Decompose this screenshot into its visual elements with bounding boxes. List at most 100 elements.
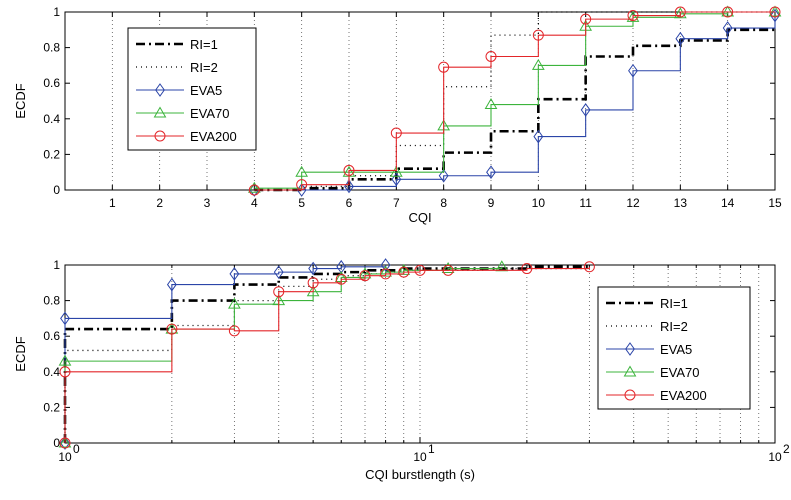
legend-entry: EVA5 (660, 342, 692, 357)
data-point (768, 5, 782, 17)
data-point (296, 179, 308, 191)
y-tick-label: 0 (53, 183, 60, 197)
data-point (531, 58, 545, 70)
legend-marker (624, 389, 636, 401)
x-tick-label: 11 (579, 196, 592, 210)
legend-entry: EVA5 (190, 83, 222, 98)
y-tick-label: 0.8 (43, 294, 60, 308)
series-line (254, 11, 775, 191)
x-tick-label-exponent: 1 (428, 442, 435, 456)
x-tick-label: 13 (674, 196, 688, 210)
data-point (580, 103, 591, 117)
data-point (308, 261, 319, 276)
data-point (675, 31, 686, 46)
y-tick-label: 0.4 (43, 365, 60, 379)
data-point (380, 258, 391, 272)
series-line (64, 266, 590, 443)
legend-entry: RI=1 (190, 37, 218, 52)
x-axis-label: CQI (408, 210, 431, 225)
data-point (414, 264, 426, 276)
y-tick-label: 0.2 (43, 147, 60, 161)
data-point (722, 6, 734, 18)
data-point (306, 285, 320, 297)
x-axis-label: CQI burstlength (s) (365, 467, 475, 482)
y-tick-label: 0.6 (43, 76, 60, 90)
data-point (60, 436, 70, 450)
data-point (166, 277, 177, 292)
data-point (628, 63, 638, 78)
y-tick-label: 1 (53, 5, 60, 19)
data-point (442, 264, 454, 276)
series-eva5 (60, 258, 391, 450)
legend: RI=1 RI=2 EVA5 EVA70 EVA200 (127, 27, 257, 151)
data-point (389, 165, 403, 177)
y-axis-label: ECDF (13, 83, 28, 118)
legend-entry: RI=2 (660, 319, 688, 334)
legend-marker (153, 106, 167, 118)
series-line (64, 265, 387, 443)
data-point (59, 437, 71, 449)
legend-marker (623, 365, 637, 377)
data-point (521, 263, 533, 275)
data-point (247, 181, 261, 193)
data-point (486, 165, 496, 180)
legend-entry: EVA70 (190, 106, 230, 121)
data-point (166, 323, 178, 335)
series-eva200 (248, 6, 781, 196)
data-point (343, 164, 355, 176)
data-point (769, 6, 781, 18)
series-ri-2 (254, 11, 775, 191)
x-tick-label: 8 (440, 196, 447, 210)
data-point (390, 127, 402, 139)
legend-marker (155, 83, 165, 97)
data-point (359, 270, 371, 282)
data-point (59, 366, 71, 378)
legend-entry: RI=2 (190, 60, 218, 75)
x-tick-label: 10 (532, 196, 546, 210)
data-point (273, 286, 285, 298)
data-point (673, 7, 687, 19)
data-point (58, 354, 72, 366)
data-point (380, 268, 392, 280)
series-ri-1 (63, 265, 590, 443)
y-tick-label: 0 (53, 436, 60, 450)
x-tick-label: 10 (768, 450, 782, 464)
data-point (229, 267, 240, 281)
x-tick-label: 10 (58, 450, 72, 464)
x-tick-label: 7 (393, 196, 400, 210)
data-point (438, 168, 449, 183)
x-tick-label: 12 (626, 196, 640, 210)
data-point (228, 325, 240, 337)
data-point (484, 98, 498, 110)
y-tick-label: 0.4 (43, 112, 60, 126)
series-eva200 (59, 261, 595, 449)
x-tick-label-exponent: 2 (783, 442, 790, 456)
data-point (391, 172, 402, 187)
data-point (580, 13, 592, 25)
x-tick-label: 4 (251, 196, 258, 210)
data-point (722, 21, 733, 35)
x-tick-label: 15 (768, 196, 782, 210)
data-point (273, 265, 284, 279)
data-point (627, 10, 639, 22)
legend-entry: RI=1 (660, 296, 688, 311)
x-tick-label: 3 (204, 196, 211, 210)
y-tick-label: 0.6 (43, 329, 60, 343)
series-line (254, 11, 775, 191)
data-point (674, 6, 686, 18)
data-point (441, 262, 455, 274)
series-line (254, 15, 776, 191)
y-axis-label: ECDF (13, 336, 28, 371)
x-tick-label: 10 (413, 450, 427, 464)
legend-marker (154, 130, 166, 142)
data-point (248, 184, 260, 196)
x-tick-label-exponent: 0 (73, 442, 80, 456)
data-point (60, 311, 70, 326)
x-tick-label: 2 (156, 196, 163, 210)
axes-box (64, 11, 776, 191)
data-point (228, 297, 241, 309)
data-point (770, 8, 780, 23)
top-chart: 00.20.40.60.811 2 3 4 5 6 7 8 9 10 11 12 13 14 15CQIEC… (13, 5, 782, 225)
